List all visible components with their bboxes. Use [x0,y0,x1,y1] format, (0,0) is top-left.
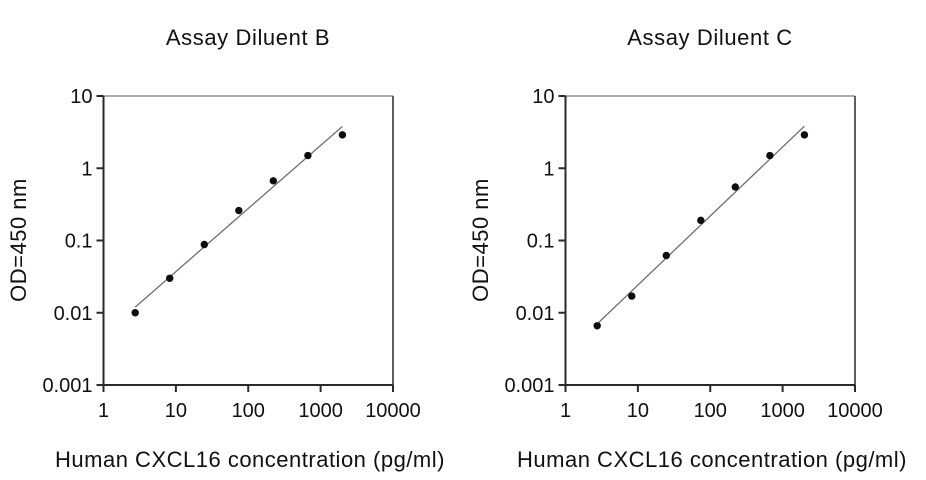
chart-title: Assay Diluent B [165,25,331,50]
plot-assay-diluent-b: 1 10 100 1000 10000 10 1 0.1 0.01 0.001 [42,86,421,422]
data-point [338,131,347,139]
x-tick-label: 100 [694,400,727,422]
plot-assay-diluent-c: 1 10 100 1000 10000 10 1 0.1 0.01 0.001 [504,86,883,422]
y-tick-label: 1 [81,158,92,180]
data-point [166,274,174,282]
y-tick-label: 10 [70,86,92,108]
fit-line [134,125,343,308]
y-tick-label: 0.001 [504,375,554,397]
x-axis-label: Human CXCL16 concentration (pg/ml) [517,447,907,472]
y-tick-label: 0.001 [42,375,92,397]
data-point [731,183,740,191]
data-point [800,131,809,139]
data-point [304,151,312,160]
data-point [131,309,139,317]
panel-assay-diluent-c: Assay Diluent C OD=450 nm 1 10 100 1000 1000… [462,0,926,480]
data-point [235,206,243,215]
x-tick-label: 10 [165,400,187,422]
axes [102,96,393,386]
x-tick-label: 10 [627,400,649,422]
x-tick-label: 10000 [827,400,883,422]
data-point [766,151,774,160]
data-point [200,240,208,249]
axes [564,96,855,386]
panel-assay-diluent-b: Assay Diluent B OD=450 nm 1 10 100 1000 1000… [6,25,445,472]
x-tick-label: 1 [560,400,571,422]
x-tick-label: 1 [98,400,109,422]
x-tick-label: 100 [232,400,265,422]
x-tick-label: 10000 [365,400,421,422]
x-axis-label: Human CXCL16 concentration (pg/ml) [55,447,445,472]
x-tick-label: 1000 [760,400,805,422]
x-tick-label: 1000 [298,400,343,422]
data-point [593,322,601,330]
y-tick-label: 1 [543,158,554,180]
y-tick-label: 0.1 [65,231,93,253]
data-point [697,216,705,225]
y-tick-label: 0.01 [516,303,555,325]
data-point [269,177,278,185]
data-point [628,292,636,300]
data-point [662,251,670,260]
y-tick-label: 0.1 [527,231,555,253]
y-tick-label: 0.01 [54,303,93,325]
chart-title: Assay Diluent C [627,25,793,50]
y-tick-label: 10 [532,86,554,108]
